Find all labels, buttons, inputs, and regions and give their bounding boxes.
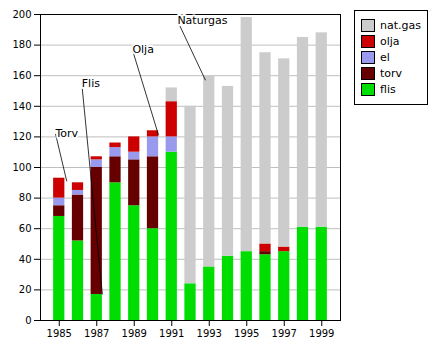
svg-text:100: 100	[12, 162, 31, 173]
svg-text:1999: 1999	[309, 328, 334, 339]
svg-text:160: 160	[12, 70, 31, 81]
html-text:olja: olja	[380, 35, 400, 48]
svg-text:1989: 1989	[122, 328, 147, 339]
svg-text:60: 60	[19, 223, 32, 234]
svg-text:0: 0	[25, 315, 31, 326]
svg-text:200: 200	[12, 9, 31, 20]
html-text:nat.gas: nat.gas	[380, 19, 421, 32]
svg-text:Naturgas: Naturgas	[177, 14, 227, 27]
svg-text:Flis: Flis	[82, 77, 100, 90]
svg-text:80: 80	[19, 192, 32, 203]
svg-text:180: 180	[12, 39, 31, 50]
html-text:torv: torv	[380, 67, 403, 80]
html-text:flis: flis	[380, 83, 396, 96]
html-text:el: el	[380, 51, 390, 64]
svg-text:1997: 1997	[272, 328, 297, 339]
svg-text:1987: 1987	[84, 328, 109, 339]
svg-text:20: 20	[19, 284, 32, 295]
svg-text:1995: 1995	[234, 328, 259, 339]
svg-text:1993: 1993	[197, 328, 222, 339]
svg-text:140: 140	[12, 101, 31, 112]
svg-text:40: 40	[19, 253, 32, 264]
svg-text:1991: 1991	[159, 328, 184, 339]
svg-text:Torv: Torv	[55, 127, 79, 140]
svg-text:120: 120	[12, 131, 31, 142]
svg-text:Olja: Olja	[132, 43, 154, 56]
svg-text:1985: 1985	[47, 328, 72, 339]
